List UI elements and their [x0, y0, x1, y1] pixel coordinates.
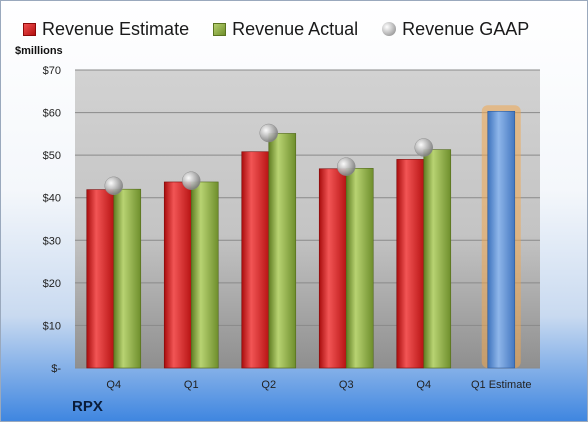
- plot-area: [75, 70, 540, 368]
- y-axis-unit-label: $millions: [15, 45, 63, 57]
- gaap-swatch-icon: [382, 22, 397, 36]
- y-tick-label: $30: [43, 235, 61, 247]
- actual-bar: [268, 133, 297, 369]
- legend-item-gaap: Revenue GAAP: [382, 19, 529, 40]
- x-axis-labels: Q4 Q1 Q2 Q3 Q4 Q1 Estimate: [106, 379, 531, 391]
- y-tick-label: $50: [43, 150, 61, 162]
- y-tick-label: $10: [43, 320, 61, 332]
- gaap-point: [259, 123, 278, 143]
- gaap-point: [182, 171, 201, 190]
- y-axis-ticks: $- $10 $20 $30 $40 $50 $60 $70: [43, 65, 62, 375]
- gaap-point: [337, 157, 356, 176]
- y-tick-label: $60: [43, 108, 61, 120]
- y-tick-label: $40: [43, 193, 61, 205]
- company-ticker: RPX: [72, 398, 103, 415]
- x-tick-label: Q2: [261, 379, 276, 391]
- legend-item-actual: Revenue Actual: [213, 19, 358, 40]
- estimate-swatch-icon: [23, 22, 36, 36]
- gaap-point: [414, 138, 433, 157]
- estimate-bar: [86, 189, 115, 369]
- estimate-bar: [396, 159, 425, 369]
- actual-bar: [190, 181, 219, 369]
- actual-bar: [345, 168, 374, 369]
- estimate-bar: [163, 181, 192, 369]
- y-tick-label: $-: [51, 363, 61, 375]
- forecast-bar: [487, 110, 516, 369]
- x-tick-label: Q1 Estimate: [471, 379, 532, 391]
- y-tick-label: $70: [43, 65, 61, 77]
- gaap-point: [104, 176, 123, 196]
- legend: Revenue Estimate Revenue Actual Revenue …: [23, 15, 529, 43]
- legend-label-gaap: Revenue GAAP: [402, 18, 530, 39]
- legend-item-estimate: Revenue Estimate: [23, 19, 189, 40]
- legend-label-actual: Revenue Actual: [232, 18, 359, 39]
- bars: [86, 105, 521, 369]
- legend-label-estimate: Revenue Estimate: [42, 18, 190, 39]
- estimate-bar: [241, 151, 270, 369]
- estimate-bar: [318, 168, 347, 369]
- actual-bar: [113, 188, 142, 369]
- y-tick-label: $20: [43, 278, 61, 290]
- x-tick-label: Q3: [339, 379, 354, 391]
- x-tick-label: Q4: [416, 379, 431, 391]
- gridlines: [75, 69, 540, 369]
- actual-swatch-icon: [213, 22, 227, 36]
- x-tick-label: Q4: [106, 379, 121, 391]
- actual-bar: [423, 149, 452, 369]
- x-tick-label: Q1: [184, 379, 199, 391]
